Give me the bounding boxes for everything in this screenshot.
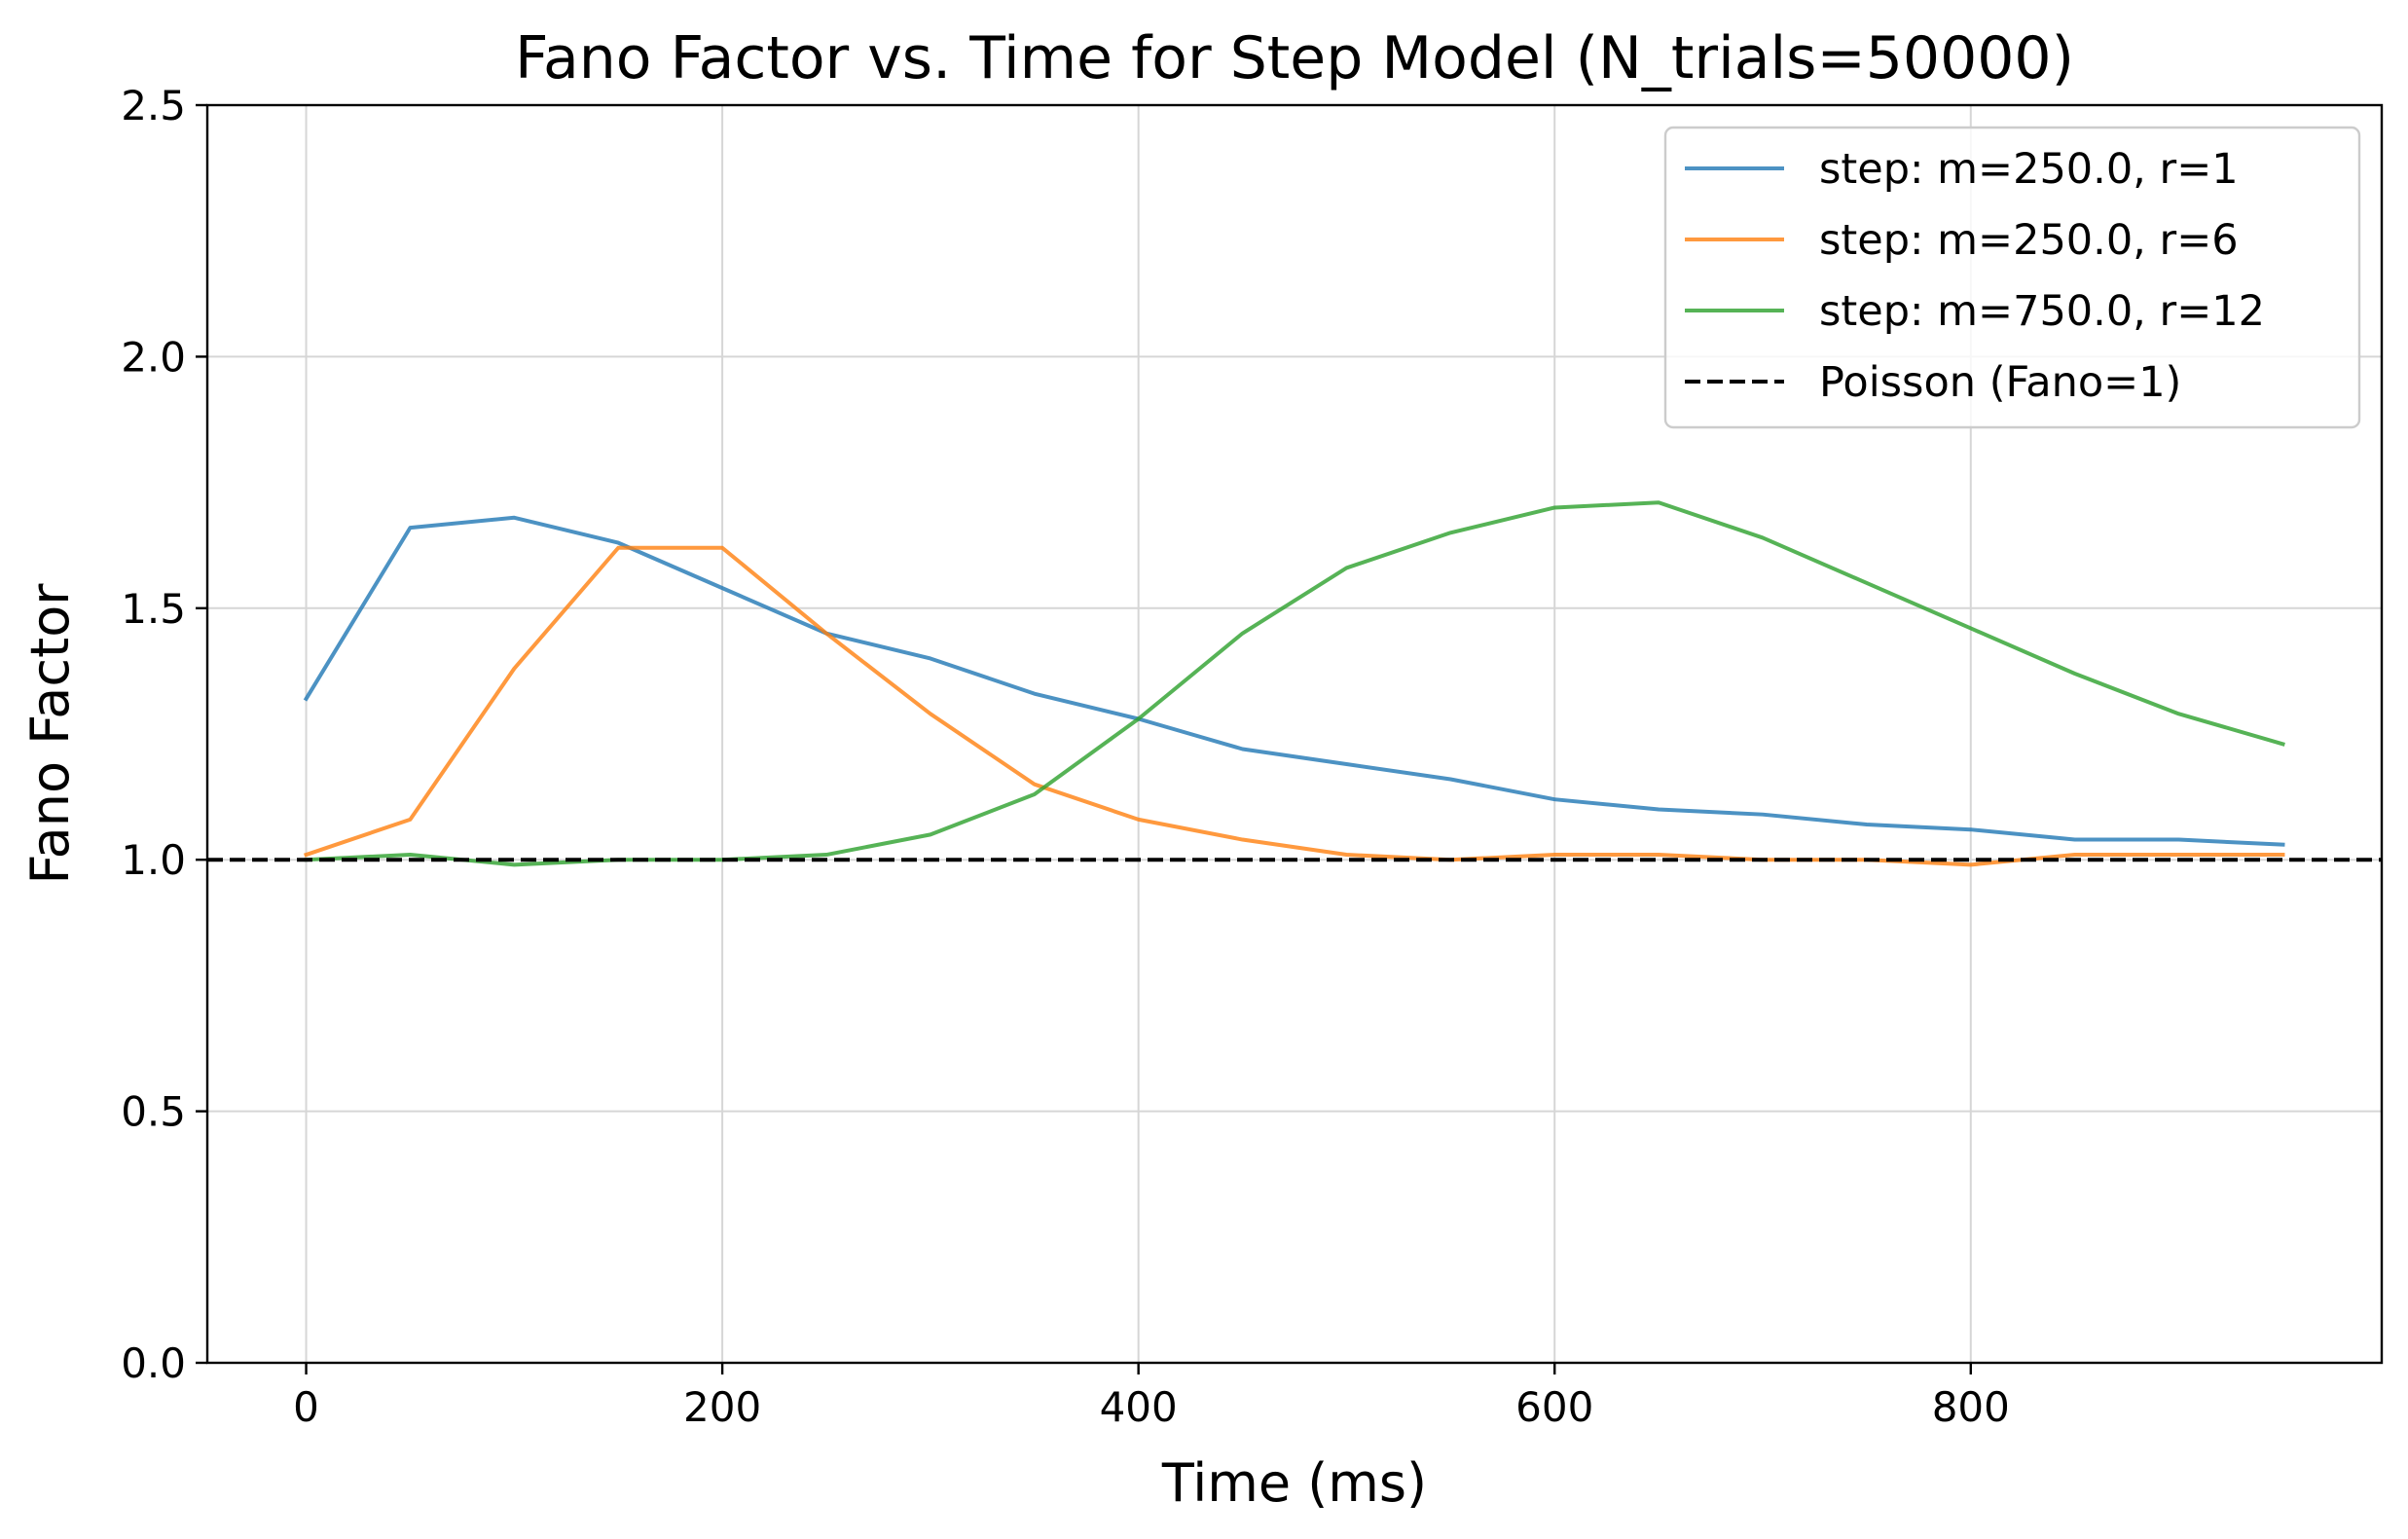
series-line-3 <box>304 500 2285 867</box>
x-tick-label: 0 <box>293 1383 319 1431</box>
axis-ticks: 0 200 400 600 800 0.0 0.5 1.0 1.5 2.0 2.5 <box>121 82 2010 1431</box>
x-tick-label: 600 <box>1515 1383 1593 1431</box>
y-tick-label: 1.5 <box>121 585 186 633</box>
legend-box <box>1663 126 2361 429</box>
legend: step: m=250.0, r=1 step: m=250.0, r=6 step… <box>1663 126 2361 429</box>
series-line-2 <box>304 545 2285 867</box>
x-tick-label: 800 <box>1932 1383 2010 1431</box>
x-axis-label: Time (ms) <box>1161 1452 1427 1514</box>
plot-lines <box>207 500 2382 867</box>
legend-label-2: step: m=250.0, r=6 <box>1819 216 2239 265</box>
y-tick-label: 2.5 <box>121 82 186 129</box>
x-tick-label: 200 <box>683 1383 761 1431</box>
series-line-1 <box>303 515 2285 847</box>
y-tick-label: 1.0 <box>121 836 186 884</box>
y-tick-label: 2.0 <box>121 333 186 381</box>
chart-title: Fano Factor vs. Time for Step Model (N_t… <box>515 24 2074 92</box>
plot-frame <box>205 103 2384 1365</box>
y-tick-label: 0.5 <box>121 1088 186 1136</box>
legend-label-1: step: m=250.0, r=1 <box>1819 145 2239 194</box>
x-tick-label: 400 <box>1100 1383 1178 1431</box>
y-axis-label: Fano Factor <box>19 583 81 885</box>
legend-label-3: step: m=750.0, r=12 <box>1819 287 2265 336</box>
y-tick-label: 0.0 <box>121 1339 186 1387</box>
legend-label-4: Poisson (Fano=1) <box>1819 358 2181 407</box>
